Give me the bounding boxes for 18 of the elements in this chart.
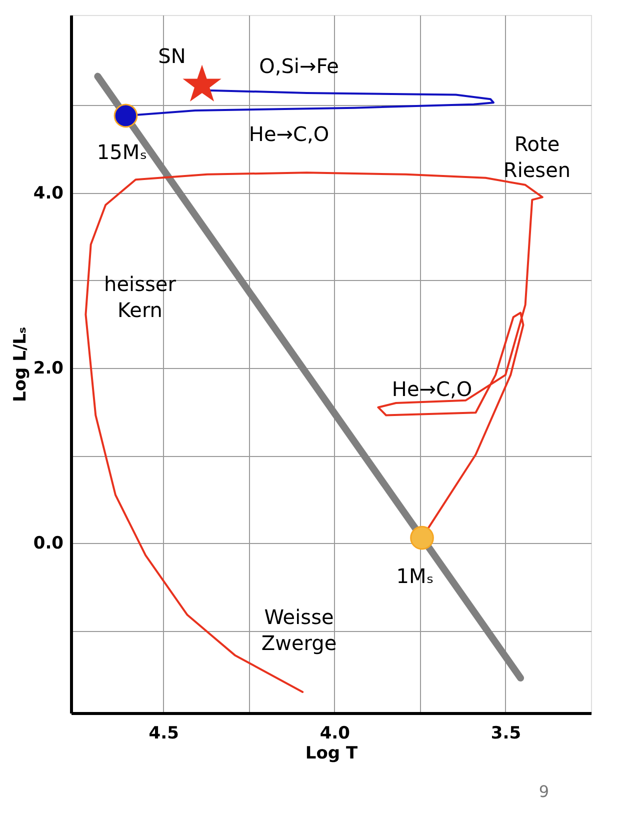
annotation: He→C,O — [248, 122, 330, 146]
x-axis-title: Log T — [305, 744, 358, 764]
annotation: heisser Kern — [104, 272, 177, 322]
y-tick-label: 4.0 — [33, 183, 64, 204]
y-tick-label: 0.0 — [33, 534, 64, 554]
annotation: Rote Riesen — [503, 132, 571, 182]
annotation: 1Mₛ — [396, 564, 434, 588]
x-tick-label: 3.5 — [490, 724, 522, 744]
annotation: Weisse Zwerge — [261, 605, 337, 655]
text: 9 — [538, 782, 550, 801]
annotation: O,Si→Fe — [259, 54, 339, 78]
x-tick-label: 4.5 — [148, 724, 179, 744]
x-tick-label: 4.0 — [320, 724, 350, 744]
annotation: He→C,O — [392, 377, 472, 401]
annotation: 15Mₛ — [96, 140, 148, 164]
y-tick-label: 2.0 — [33, 358, 64, 378]
annotation: SN — [158, 44, 186, 68]
y-axis-title: Log L/Lₛ — [10, 327, 30, 402]
